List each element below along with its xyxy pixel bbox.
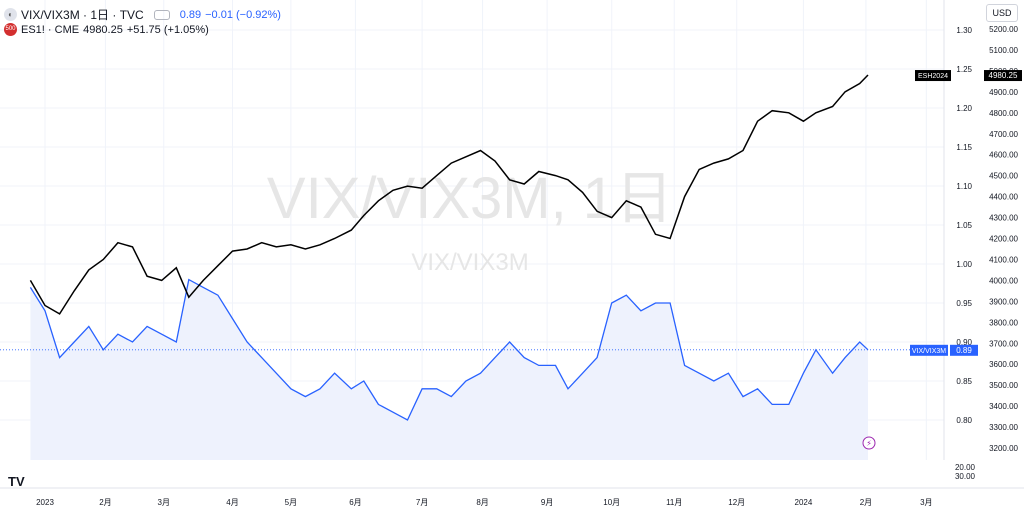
outer-axis-tick-label: 4100.00 bbox=[989, 255, 1018, 264]
main-value: 0.89 bbox=[179, 8, 202, 21]
outer-axis-tick-label: 4300.00 bbox=[989, 214, 1018, 223]
bottom-pane-tick-label: 30.00 bbox=[955, 472, 976, 481]
vix-area-fill bbox=[30, 279, 868, 460]
vix-series-line bbox=[29, 278, 869, 421]
eye-toggle-icon[interactable] bbox=[153, 9, 170, 20]
inner-axis-tick-label: 0.95 bbox=[956, 299, 972, 308]
outer-axis-tick-label: 3900.00 bbox=[989, 297, 1018, 306]
es-name-label: ESH2024 bbox=[918, 73, 948, 80]
outer-axis-tick-label: 3300.00 bbox=[989, 423, 1018, 432]
compare-series-legend[interactable]: 500 ES1! · CME 4980.25 +51.75 (+1.05%) bbox=[4, 23, 209, 36]
inner-axis-tick-label: 1.30 bbox=[956, 26, 972, 35]
x-axis-tick-label: 9月 bbox=[541, 498, 553, 507]
es-last-value-bg bbox=[984, 70, 1022, 82]
tradingview-logo-icon: TV bbox=[8, 474, 25, 489]
x-axis-tick-label: 5月 bbox=[285, 498, 297, 507]
es-last-value: 4980.25 bbox=[989, 71, 1018, 80]
x-axis-tick-label: 6月 bbox=[349, 498, 361, 507]
watermark-title: VIX/VIX3M, 1日 bbox=[267, 166, 673, 231]
outer-axis-tick-label: 4700.00 bbox=[989, 130, 1018, 139]
event-lightning-icon bbox=[862, 436, 876, 450]
es-series-line bbox=[29, 74, 869, 315]
outer-axis-tick-label: 3200.00 bbox=[989, 444, 1018, 453]
outer-axis-tick-label: 4600.00 bbox=[989, 151, 1018, 160]
inner-axis-tick-label: 1.20 bbox=[956, 104, 972, 113]
outer-axis-tick-label: 4200.00 bbox=[989, 235, 1018, 244]
outer-axis-tick-label: 4000.00 bbox=[989, 276, 1018, 285]
inner-axis-tick-label: 1.05 bbox=[956, 221, 972, 230]
x-axis-tick-label: 7月 bbox=[416, 498, 428, 507]
outer-axis-tick-label: 4500.00 bbox=[989, 172, 1018, 181]
vix-name-label-bg bbox=[910, 344, 948, 356]
x-axis-tick-label: 12月 bbox=[728, 498, 745, 507]
x-axis-tick-label: 4月 bbox=[226, 498, 238, 507]
main-change: −0.01 (−0.92%) bbox=[205, 8, 281, 21]
watermark-subtitle: VIX/VIX3M bbox=[411, 249, 528, 276]
inner-axis-tick-label: 0.85 bbox=[956, 377, 972, 386]
compare-symbol-label[interactable]: ES1! · CME bbox=[21, 23, 80, 36]
event-lightning-glyph: ⚡ bbox=[866, 439, 872, 448]
x-axis-tick-label: 10月 bbox=[603, 498, 620, 507]
x-axis-tick-label: 8月 bbox=[476, 498, 488, 507]
cme-badge-icon: 500 bbox=[4, 23, 17, 36]
x-axis-tick-label: 3月 bbox=[158, 498, 170, 507]
x-axis-tick-label: 11月 bbox=[666, 498, 682, 507]
outer-axis-tick-label: 4900.00 bbox=[989, 88, 1018, 97]
compare-value: 4980.25 bbox=[83, 23, 123, 36]
es-name-label-bg bbox=[915, 70, 951, 82]
vix-last-value: 0.89 bbox=[956, 346, 972, 355]
outer-axis-tick-label: 5200.00 bbox=[989, 25, 1018, 34]
inner-axis-tick-label: 0.90 bbox=[956, 338, 972, 347]
vix-name-label: VIX/VIX3M bbox=[912, 348, 946, 355]
x-axis-tick-label: 2月 bbox=[860, 498, 872, 507]
inner-axis-tick-label: 1.00 bbox=[956, 260, 972, 269]
inner-axis-tick-label: 1.15 bbox=[956, 143, 972, 152]
currency-button[interactable]: USD bbox=[986, 4, 1018, 22]
inner-axis-tick-label: 0.80 bbox=[956, 416, 972, 425]
symbol-badge-icon: ◐ bbox=[4, 8, 17, 21]
x-axis-tick-label: 2月 bbox=[99, 498, 111, 507]
inner-axis-tick-label: 1.10 bbox=[956, 182, 972, 191]
main-symbol-label[interactable]: VIX/VIX3M · 1日 · TVC bbox=[21, 8, 144, 22]
outer-axis-tick-label: 3500.00 bbox=[989, 381, 1018, 390]
x-axis-tick-label: 3月 bbox=[920, 498, 932, 507]
x-axis-tick-label: 2023 bbox=[36, 498, 54, 507]
outer-axis-tick-label: 3700.00 bbox=[989, 339, 1018, 348]
outer-axis-tick-label: 4400.00 bbox=[989, 193, 1018, 202]
outer-axis-tick-label: 3800.00 bbox=[989, 318, 1018, 327]
outer-axis-tick-label: 5100.00 bbox=[989, 46, 1018, 55]
main-series-legend[interactable]: ◐ VIX/VIX3M · 1日 · TVC 0.89 −0.01 (−0.92… bbox=[4, 6, 281, 23]
outer-axis-tick-label: 3400.00 bbox=[989, 402, 1018, 411]
outer-axis-tick-label: 4800.00 bbox=[989, 109, 1018, 118]
vix-last-value-bg bbox=[950, 344, 978, 356]
compare-change: +51.75 (+1.05%) bbox=[126, 23, 209, 36]
bottom-pane-tick-label: 20.00 bbox=[955, 463, 976, 472]
x-axis-tick-label: 2024 bbox=[795, 498, 813, 507]
inner-axis-tick-label: 1.25 bbox=[956, 65, 972, 74]
outer-axis-tick-label: 3600.00 bbox=[989, 360, 1018, 369]
